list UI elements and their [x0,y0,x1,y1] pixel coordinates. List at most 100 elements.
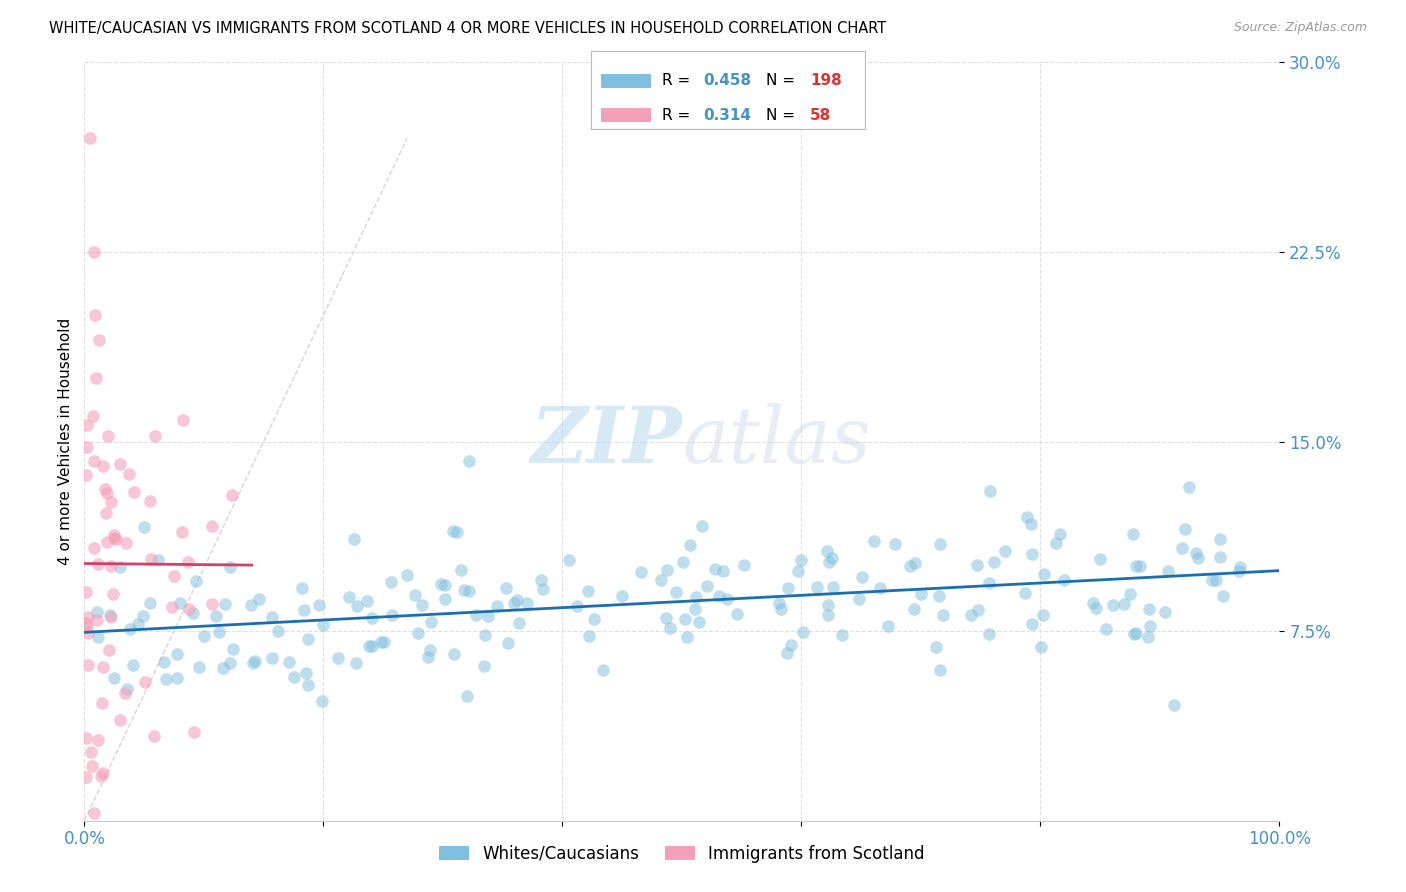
Point [87,557,110,571]
Point [1085,601,1108,615]
Point [84,308,107,322]
Point [929,663,952,677]
Point [1178,480,1201,494]
Point [678,538,700,552]
Point [665,584,688,599]
Point [108,714,131,728]
Point [77,610,100,624]
Point [79,745,101,759]
Point [163,568,186,582]
Point [98,607,121,622]
Text: atlas: atlas [682,403,870,480]
Point [132,608,155,623]
Point [139,551,162,566]
Point [103,671,125,685]
Point [683,602,706,616]
Point [395,567,418,582]
Point [120,622,142,636]
Point [1029,640,1052,655]
Point [831,628,853,642]
Point [312,618,335,632]
Point [675,612,697,626]
Point [83,805,105,820]
Point [87,630,110,644]
Point [91,696,114,710]
Point [326,651,349,665]
Point [1053,573,1076,587]
Point [1212,589,1234,603]
Point [486,599,509,613]
Point [815,543,838,558]
Point [576,583,599,598]
Point [725,607,748,621]
Point [337,591,360,605]
Point [477,609,499,624]
Point [308,599,330,613]
Point [464,607,486,622]
Point [75,731,97,745]
Point [966,558,988,573]
Point [441,524,464,538]
Point [733,558,755,572]
Point [292,603,315,617]
Point [1114,597,1136,611]
Point [472,659,495,673]
Point [503,596,526,610]
Point [450,563,472,577]
Point [96,534,118,549]
Point [134,675,156,690]
Point [1205,574,1227,588]
Point [87,334,110,348]
Point [516,596,538,610]
Point [506,593,529,607]
Point [361,611,384,625]
Point [359,639,381,653]
Text: N =: N = [766,108,800,123]
Point [243,654,266,668]
Point [344,657,367,671]
Point [496,636,519,650]
Point [404,588,426,602]
Point [1088,552,1111,566]
Point [411,599,433,613]
Point [96,507,118,521]
Point [207,624,229,639]
Point [247,592,270,607]
Point [219,560,242,574]
Point [87,733,110,747]
Point [75,585,97,599]
Point [565,599,588,613]
Point [77,626,100,640]
Point [416,649,439,664]
Point [75,616,97,631]
Point [654,611,676,625]
Text: 58: 58 [810,108,831,123]
Point [716,591,738,606]
Point [495,581,517,595]
Point [297,632,319,647]
Point [1209,533,1232,547]
Point [155,672,177,686]
Point [1049,527,1071,541]
Point [530,574,553,588]
Point [267,624,290,638]
Text: N =: N = [766,73,800,88]
Point [79,131,101,145]
Text: Source: ZipAtlas.com: Source: ZipAtlas.com [1233,21,1367,35]
Point [114,686,136,700]
Point [776,646,799,660]
Point [76,418,98,433]
Point [630,565,652,579]
Point [1015,509,1038,524]
FancyBboxPatch shape [602,74,651,87]
Point [166,647,188,661]
Point [928,590,950,604]
Point [928,537,950,551]
Point [419,615,441,630]
Point [122,658,145,673]
Text: 0.314: 0.314 [703,108,751,123]
Point [100,559,122,574]
Point [221,487,243,501]
Point [983,555,1005,569]
Text: R =: R = [662,73,695,88]
